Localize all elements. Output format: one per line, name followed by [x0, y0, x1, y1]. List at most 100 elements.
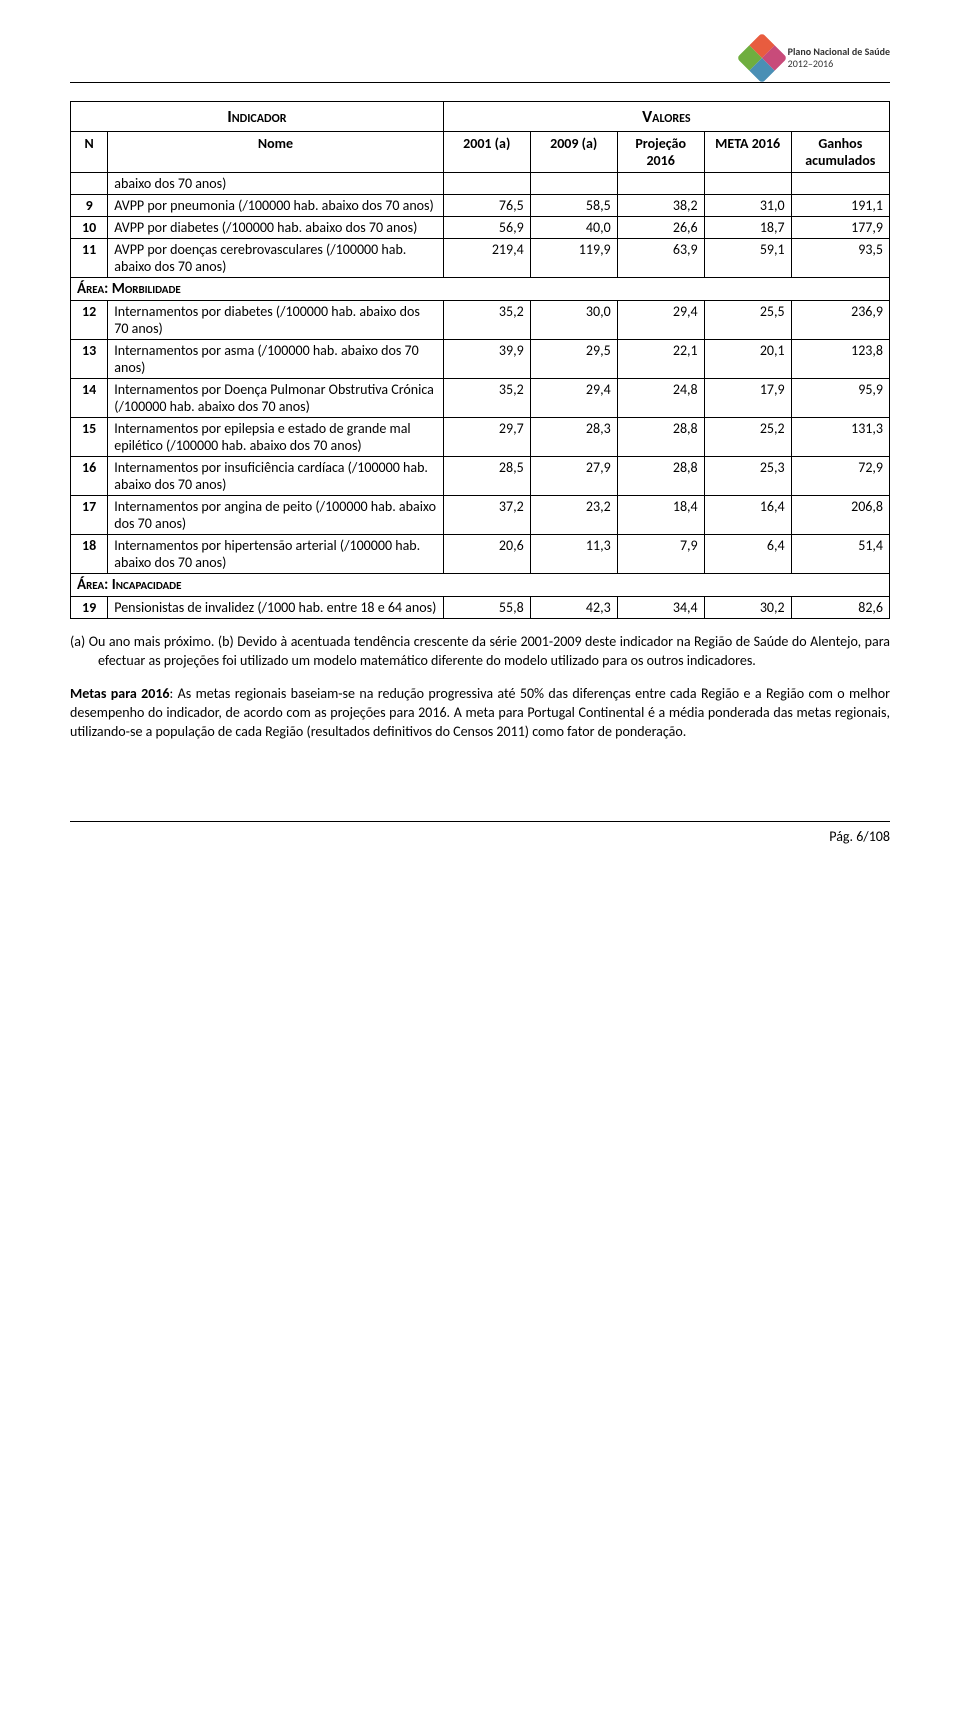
table-row: 18Internamentos por hipertensão arterial…	[71, 535, 890, 574]
cell-value: 34,4	[617, 597, 704, 619]
cell-value	[617, 173, 704, 195]
indicators-table: Indicador Valores N Nome 2001 (a) 2009 (…	[70, 101, 890, 619]
metas-label: Metas para 2016	[70, 685, 170, 702]
cell-value: 7,9	[617, 535, 704, 574]
cell-value: 59,1	[704, 239, 791, 278]
cell-n: 16	[71, 457, 108, 496]
table-row: 11AVPP por doenças cerebrovasculares (/1…	[71, 239, 890, 278]
table-row: 9AVPP por pneumonia (/100000 hab. abaixo…	[71, 195, 890, 217]
cell-name: Pensionistas de invalidez (/1000 hab. en…	[108, 597, 443, 619]
logo-text: Plano Nacional de Saúde 2012–2016	[788, 46, 890, 70]
cell-value: 25,5	[704, 301, 791, 340]
th-2001: 2001 (a)	[443, 132, 530, 173]
cell-value: 6,4	[704, 535, 791, 574]
cell-n: 17	[71, 496, 108, 535]
cell-value: 56,9	[443, 217, 530, 239]
cell-value: 20,6	[443, 535, 530, 574]
cell-name: Internamentos por insuficiência cardíaca…	[108, 457, 443, 496]
cell-name: AVPP por diabetes (/100000 hab. abaixo d…	[108, 217, 443, 239]
th-ganhos: Ganhos acumulados	[791, 132, 889, 173]
cell-value: 29,4	[530, 379, 617, 418]
cell-name: AVPP por pneumonia (/100000 hab. abaixo …	[108, 195, 443, 217]
area-row: Área: Morbilidade	[71, 278, 890, 301]
cell-value: 93,5	[791, 239, 889, 278]
cell-value: 25,3	[704, 457, 791, 496]
cell-value: 191,1	[791, 195, 889, 217]
header-divider	[70, 82, 890, 83]
cell-name: Internamentos por asma (/100000 hab. aba…	[108, 340, 443, 379]
cell-value: 26,6	[617, 217, 704, 239]
cell-value: 40,0	[530, 217, 617, 239]
cell-value	[443, 173, 530, 195]
cell-name: abaixo dos 70 anos)	[108, 173, 443, 195]
cell-name: Internamentos por diabetes (/100000 hab.…	[108, 301, 443, 340]
cell-n: 11	[71, 239, 108, 278]
cell-n: 15	[71, 418, 108, 457]
cell-value: 22,1	[617, 340, 704, 379]
table-row: 16Internamentos por insuficiência cardía…	[71, 457, 890, 496]
cell-value: 38,2	[617, 195, 704, 217]
cell-value: 30,2	[704, 597, 791, 619]
cell-value: 24,8	[617, 379, 704, 418]
cell-name: Internamentos por hipertensão arterial (…	[108, 535, 443, 574]
cell-value: 29,5	[530, 340, 617, 379]
table-row: 12Internamentos por diabetes (/100000 ha…	[71, 301, 890, 340]
th-nome: Nome	[108, 132, 443, 173]
cell-value: 123,8	[791, 340, 889, 379]
cell-value: 39,9	[443, 340, 530, 379]
cell-value: 28,8	[617, 418, 704, 457]
cell-value: 28,8	[617, 457, 704, 496]
logo-line2: 2012–2016	[788, 58, 890, 70]
table-row: abaixo dos 70 anos)	[71, 173, 890, 195]
cell-value: 177,9	[791, 217, 889, 239]
cell-value: 219,4	[443, 239, 530, 278]
logo-icon	[736, 33, 787, 84]
cell-value: 42,3	[530, 597, 617, 619]
cell-n: 12	[71, 301, 108, 340]
cell-name: Internamentos por epilepsia e estado de …	[108, 418, 443, 457]
cell-value: 23,2	[530, 496, 617, 535]
cell-value: 63,9	[617, 239, 704, 278]
table-row: 13Internamentos por asma (/100000 hab. a…	[71, 340, 890, 379]
page-number: Pág. 6/108	[70, 828, 890, 845]
cell-value: 76,5	[443, 195, 530, 217]
table-row: 14Internamentos por Doença Pulmonar Obst…	[71, 379, 890, 418]
cell-n: 19	[71, 597, 108, 619]
footnote-a: (a) Ou ano mais próximo. (b) Devido à ac…	[70, 633, 890, 671]
cell-value: 55,8	[443, 597, 530, 619]
th-meta: META 2016	[704, 132, 791, 173]
cell-value: 27,9	[530, 457, 617, 496]
logo: Plano Nacional de Saúde 2012–2016	[744, 40, 890, 76]
cell-name: Internamentos por angina de peito (/1000…	[108, 496, 443, 535]
th-valores: Valores	[443, 102, 889, 132]
th-proj: Projeção 2016	[617, 132, 704, 173]
cell-name: AVPP por doenças cerebrovasculares (/100…	[108, 239, 443, 278]
table-row: 10AVPP por diabetes (/100000 hab. abaixo…	[71, 217, 890, 239]
cell-value: 35,2	[443, 301, 530, 340]
metas-text: : As metas regionais baseiam-se na reduç…	[70, 685, 890, 740]
cell-value: 28,5	[443, 457, 530, 496]
area-label: Área: Morbilidade	[71, 278, 890, 301]
cell-value: 17,9	[704, 379, 791, 418]
table-row: 19Pensionistas de invalidez (/1000 hab. …	[71, 597, 890, 619]
cell-value	[530, 173, 617, 195]
cell-value	[791, 173, 889, 195]
metas-paragraph: Metas para 2016: As metas regionais base…	[70, 685, 890, 742]
cell-value: 58,5	[530, 195, 617, 217]
cell-value: 11,3	[530, 535, 617, 574]
cell-value: 37,2	[443, 496, 530, 535]
cell-value: 28,3	[530, 418, 617, 457]
cell-value: 72,9	[791, 457, 889, 496]
cell-value: 29,4	[617, 301, 704, 340]
cell-value: 30,0	[530, 301, 617, 340]
cell-n: 13	[71, 340, 108, 379]
cell-value: 31,0	[704, 195, 791, 217]
cell-value: 206,8	[791, 496, 889, 535]
cell-value: 18,7	[704, 217, 791, 239]
cell-value: 119,9	[530, 239, 617, 278]
th-indicador: Indicador	[71, 102, 444, 132]
cell-value: 18,4	[617, 496, 704, 535]
cell-n: 18	[71, 535, 108, 574]
cell-value	[704, 173, 791, 195]
th-n: N	[71, 132, 108, 173]
